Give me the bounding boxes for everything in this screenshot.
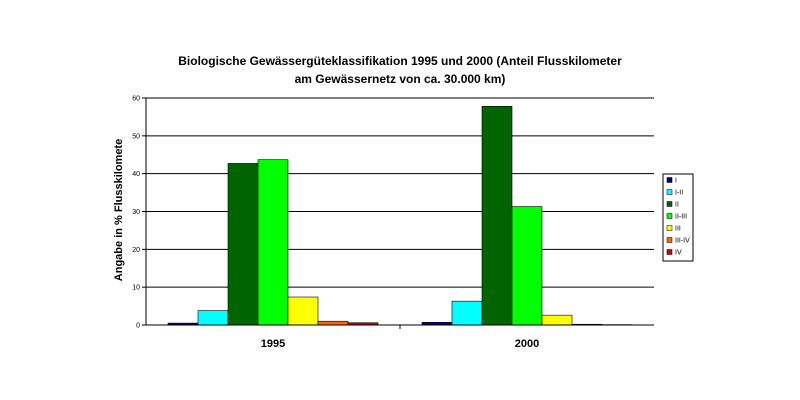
y-tick-label: 0: [136, 323, 140, 330]
bar-1995-I-II: [197, 310, 229, 326]
y-tick-label: 50: [132, 133, 140, 140]
chart-title-line-1: Biologische Gewässergüteklassifikation 1…: [178, 54, 622, 68]
y-tick-labels: 0 10 20 30 40 50 60: [132, 96, 140, 330]
bar-1995-II: [227, 163, 259, 326]
x-category-labels: 1995 2000: [261, 325, 539, 350]
legend-swatch-II: [666, 201, 673, 207]
legend-label-II: II: [675, 202, 679, 209]
y-tick-label: 30: [132, 209, 140, 216]
x-category-label: 1995: [261, 338, 285, 350]
y-tick-label: 20: [132, 247, 140, 254]
legend-label-IV: IV: [675, 250, 682, 257]
x-category-label: 2000: [515, 338, 539, 350]
legend-swatch-I: [666, 177, 673, 183]
bars: [167, 106, 633, 326]
y-tick-label: 40: [132, 171, 140, 178]
chart-title: Biologische Gewässergüteklassifikation 1…: [100, 52, 700, 88]
legend-swatch-IV: [666, 249, 673, 255]
gridlines: [142, 97, 654, 326]
legend-label-II-III: II-III: [675, 214, 687, 221]
bar-1995-III: [287, 296, 319, 326]
legend-label-III: III: [675, 226, 681, 233]
chart-title-line-2: am Gewässernetz von ca. 30.000 km): [294, 72, 506, 86]
legend-swatch-II-III: [666, 213, 673, 219]
bar-2000-I-II: [451, 300, 483, 326]
bar-2000-III: [541, 314, 573, 326]
legend-label-I: I: [675, 178, 677, 185]
bar-2000-II-III: [511, 206, 543, 326]
y-tick-label: 10: [132, 285, 140, 292]
legend-swatch-III-IV: [666, 237, 673, 243]
legend-swatch-I-II: [666, 189, 673, 195]
bar-1995-II-III: [257, 159, 289, 326]
legend-swatch-III: [666, 225, 673, 231]
bar-2000-II: [481, 106, 513, 326]
y-axis-title: Angabe in % Flusskilomete: [113, 139, 125, 281]
y-tick-label: 60: [132, 96, 140, 103]
bar-1995-III-IV: [317, 320, 349, 326]
legend-label-III-IV: III-IV: [675, 238, 690, 245]
legend-label-I-II: I-II: [675, 190, 683, 197]
